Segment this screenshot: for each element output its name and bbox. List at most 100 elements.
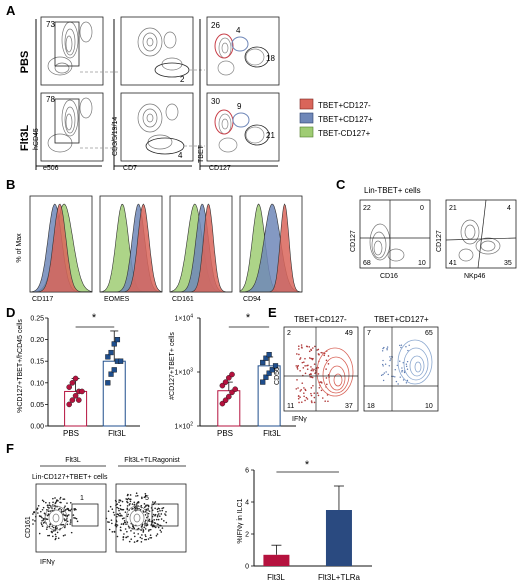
d1-sig: * — [92, 312, 97, 324]
flow-plot-a-flt3l-3: 30 9 21 — [206, 92, 280, 162]
point — [108, 371, 114, 377]
quad-c1-tr: 0 — [420, 205, 424, 212]
gate-a-flt3l-3-r: 21 — [266, 131, 275, 140]
panel-label-e: E — [268, 305, 277, 320]
quad-e2-bl: 18 — [367, 403, 375, 410]
marker-b-0: CD117 — [32, 296, 53, 303]
panel-label-b: B — [6, 177, 15, 192]
d1-tick-1: 0.05 — [30, 402, 44, 409]
d1-tick-5: 0.25 — [30, 316, 44, 323]
flow-plot-c-1: 22 0 68 10 — [359, 199, 431, 269]
point — [105, 380, 111, 386]
quad-e2-tl: 7 — [367, 330, 371, 337]
quad-e1-tl: 2 — [287, 330, 291, 337]
axis-a-col2-x: CD7 — [123, 165, 137, 172]
bar-chart-f — [263, 471, 352, 566]
histogram-b-0 — [29, 195, 93, 293]
histogram-b-0-series-0 — [30, 203, 92, 293]
marker-b-1: EOMES — [104, 296, 130, 303]
quad-c2-bl: 41 — [449, 260, 457, 267]
series-pbs — [64, 375, 88, 427]
gate-a-pbs-3-tr: 4 — [236, 26, 241, 35]
quad-c1-bl: 68 — [363, 260, 371, 267]
flow-plot-f-1: 1 — [32, 483, 107, 553]
point — [269, 367, 275, 373]
point — [79, 388, 85, 395]
axis-a-col3-x: CD127 — [209, 165, 231, 172]
d1-tick-0: 0.00 — [30, 424, 44, 431]
flow-plot-a-flt3l-1: 78 — [40, 92, 104, 162]
flow-plot-a-flt3l-2: 4 — [120, 92, 194, 162]
legend-a: TBET+CD127- TBET+CD127+ TBET-CD127+ — [299, 98, 373, 138]
panel-f-subtitle: Lin-CD127+TBET+ cells — [32, 474, 108, 481]
gate-a-pbs-1: 73 — [46, 20, 55, 29]
point — [263, 355, 269, 361]
d1-tick-3: 0.15 — [30, 359, 44, 366]
panel-e-title-1: TBET+CD127- — [294, 315, 347, 324]
point — [105, 354, 111, 360]
marker-b-3: CD94 — [243, 296, 261, 303]
histogram-b-1 — [99, 195, 163, 293]
point — [114, 337, 121, 343]
quad-e2-tr: 65 — [425, 330, 433, 337]
panel-e-title-2: TBET+CD127+ — [374, 315, 429, 324]
axis-d2-y: #CD127+TBET+ cells — [169, 332, 176, 400]
d2-cat-1: Flt3L — [263, 429, 281, 438]
f-bar-cat-1: Flt3L+TLRa — [318, 573, 361, 582]
axis-e-x: IFNγ — [292, 416, 307, 423]
axis-a-col2-y: CD3/5/19/14 — [112, 117, 119, 156]
histogram-b-2 — [169, 195, 233, 293]
point — [232, 386, 238, 393]
point — [225, 393, 232, 400]
d1-cat-0: PBS — [63, 429, 79, 438]
scatter-plot-d1 — [64, 326, 126, 427]
f-bar-tick-2: 4 — [245, 500, 249, 507]
point — [66, 401, 72, 408]
d1-tick-2: 0.10 — [30, 380, 44, 387]
quad-c2-tr: 4 — [507, 205, 511, 212]
marker-b-2: CD161 — [172, 296, 194, 303]
axis-c1-x: CD16 — [380, 273, 398, 280]
point — [272, 363, 279, 369]
panel-label-a: A — [6, 3, 16, 18]
d1-tick-4: 0.20 — [30, 337, 44, 344]
point — [219, 382, 226, 389]
d2-sig: * — [246, 312, 251, 324]
legend-label-2: TBET-CD127+ — [318, 129, 371, 138]
axis-b-y: % of Max — [16, 233, 23, 263]
quad-e1-br: 37 — [345, 403, 353, 410]
d2-cat-0: PBS — [217, 429, 233, 438]
point — [222, 379, 229, 385]
point — [108, 349, 114, 356]
histogram-b-3-series-0 — [240, 203, 303, 293]
row-label-flt3l: Flt3L — [19, 125, 31, 152]
d1-axis: 0.00 0.05 0.10 0.15 0.20 0.25 — [30, 316, 140, 431]
quad-c2-tl: 21 — [449, 205, 457, 212]
series-flt3l — [257, 352, 281, 427]
flow-plot-e-1: 2 49 11 37 — [283, 326, 359, 412]
legend-label-1: TBET+CD127+ — [318, 115, 373, 124]
d2-tick-2: 1×104 — [174, 314, 193, 323]
flow-plot-f-2: 5 — [105, 483, 187, 553]
flow-plot-a-pbs-1: 73 — [40, 16, 104, 86]
point — [66, 384, 72, 390]
point — [222, 397, 229, 404]
point — [69, 397, 76, 403]
histogram-group-b — [29, 195, 303, 293]
legend-swatch-1 — [299, 112, 314, 124]
gate-f-1: 1 — [80, 495, 84, 502]
point — [229, 371, 235, 378]
bar-0 — [263, 554, 290, 566]
axis-f-y: CD161 — [25, 516, 32, 538]
point — [260, 359, 266, 366]
gate-a-flt3l-2: 4 — [178, 151, 183, 160]
point — [118, 358, 124, 364]
f-bar-tick-1: 2 — [245, 532, 249, 539]
f-bar-tick-0: 0 — [245, 564, 249, 571]
point — [69, 379, 76, 386]
histogram-b-1-series-0 — [99, 203, 163, 293]
panel-label-c: C — [336, 177, 346, 192]
flow-plot-e-2: 7 65 18 10 — [363, 326, 439, 412]
axis-d1-y: %CD127+TBET+/hCD45 cells — [17, 319, 24, 413]
